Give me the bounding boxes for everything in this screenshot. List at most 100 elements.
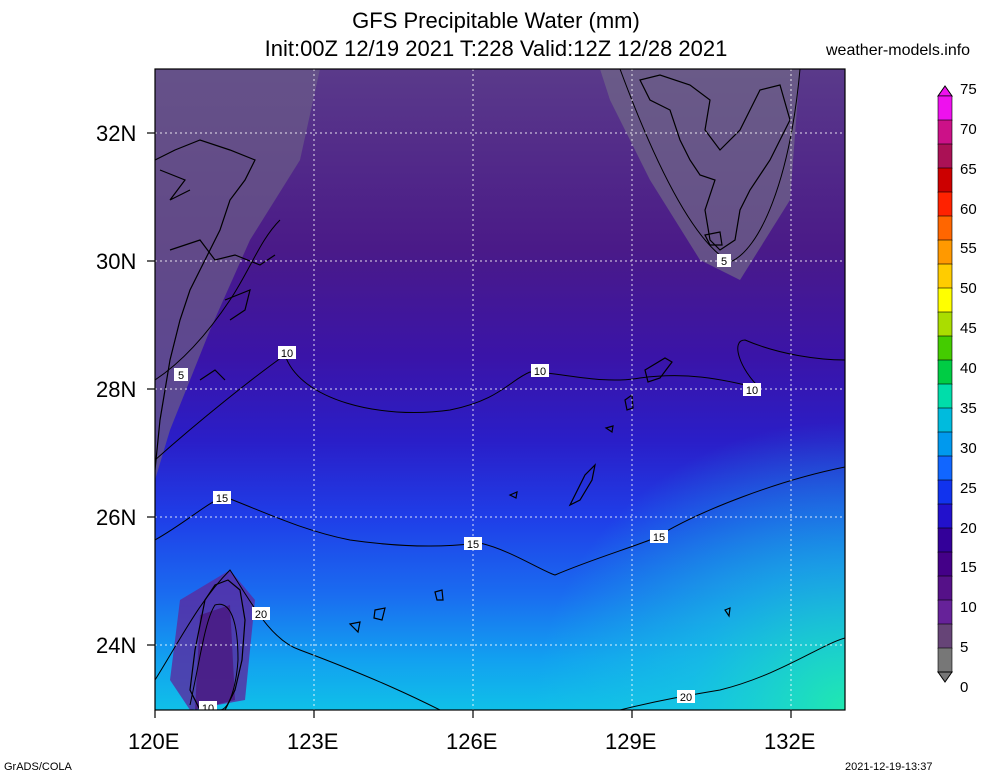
yonaguni-island bbox=[348, 621, 361, 634]
contour-label: 15 bbox=[650, 530, 668, 544]
colorbar-level-label: 65 bbox=[960, 160, 977, 178]
lat-label-24n: 24N bbox=[96, 633, 137, 658]
colorbar-swatch bbox=[937, 239, 953, 265]
coast-detail-2 bbox=[169, 239, 276, 266]
svg-text:5: 5 bbox=[721, 256, 727, 268]
okinawa-island bbox=[568, 463, 596, 507]
contour-label: 5 bbox=[717, 254, 731, 268]
colorbar-swatch bbox=[937, 527, 953, 553]
colorbar-level-label: 55 bbox=[960, 240, 977, 258]
contour-5-west bbox=[155, 219, 281, 381]
colorbar-top-arrow bbox=[937, 85, 953, 97]
yakushima-island bbox=[704, 231, 723, 246]
axis-ticks bbox=[147, 132, 792, 718]
colorbar-swatch bbox=[937, 575, 953, 601]
ishigaki-island bbox=[434, 589, 444, 601]
contour-label: 5 bbox=[174, 368, 188, 382]
colorbar-level-label: 75 bbox=[960, 81, 977, 98]
miyako-island bbox=[373, 607, 386, 621]
tokunoshima-island bbox=[624, 393, 634, 411]
contour-label: 20 bbox=[677, 690, 695, 704]
svg-text:10: 10 bbox=[202, 703, 214, 715]
contour-label: 20 bbox=[252, 607, 270, 621]
lon-label-129e: 129E bbox=[605, 729, 657, 754]
contour-20-west bbox=[155, 569, 441, 710]
lon-label-120e: 120E bbox=[128, 729, 180, 754]
footer-left: GrADS/COLA bbox=[4, 761, 72, 773]
svg-text:10: 10 bbox=[746, 385, 758, 397]
colorbar-swatch bbox=[937, 623, 953, 649]
svg-text:10: 10 bbox=[534, 366, 546, 378]
contour-label: 10 bbox=[278, 346, 296, 360]
colorbar-level-label: 45 bbox=[960, 320, 977, 338]
colorbar-level-label: 30 bbox=[960, 439, 977, 457]
china-coast bbox=[155, 139, 256, 471]
colorbar-swatch bbox=[937, 215, 953, 241]
contour-label: 15 bbox=[464, 537, 482, 551]
colorbar-level-label: 10 bbox=[960, 599, 977, 617]
lat-label-28n: 28N bbox=[96, 377, 137, 402]
taiwan-island bbox=[189, 579, 246, 710]
lat-label-32n: 32N bbox=[96, 121, 137, 146]
svg-text:15: 15 bbox=[216, 493, 228, 505]
svg-text:15: 15 bbox=[653, 532, 665, 544]
lon-label-132e: 132E bbox=[764, 729, 816, 754]
colorbar-swatch bbox=[937, 647, 953, 673]
colorbar-level-label: 25 bbox=[960, 479, 977, 497]
colorbar-swatch bbox=[937, 599, 953, 625]
amami-island bbox=[644, 357, 673, 383]
islet-1 bbox=[604, 425, 614, 434]
daito-island bbox=[724, 607, 731, 618]
colorbar-swatch bbox=[937, 407, 953, 433]
kyushu-island bbox=[639, 74, 791, 251]
colorbar-swatch bbox=[937, 167, 953, 193]
colorbar-swatch bbox=[937, 287, 953, 313]
contour-label: 10 bbox=[743, 383, 761, 397]
contour-label-group: 5 5 10 10 10 15 15 15 20 20 10 bbox=[174, 254, 761, 715]
chart-title: GFS Precipitable Water (mm) bbox=[352, 8, 640, 33]
colorbar-swatch bbox=[937, 335, 953, 361]
coastlines bbox=[155, 74, 791, 710]
contour-label: 10 bbox=[531, 364, 549, 378]
svg-text:10: 10 bbox=[281, 348, 293, 360]
colorbar-bottom-arrow bbox=[937, 671, 953, 683]
coast-detail-1 bbox=[159, 169, 191, 201]
svg-text:20: 20 bbox=[255, 609, 267, 621]
lat-label-30n: 30N bbox=[96, 249, 137, 274]
colorbar-swatch bbox=[937, 503, 953, 529]
colorbar-swatch bbox=[937, 263, 953, 289]
colorbar-swatch bbox=[937, 431, 953, 457]
colorbar-swatch bbox=[937, 311, 953, 337]
contour-label: 15 bbox=[213, 491, 231, 505]
contour-20-east bbox=[619, 637, 845, 710]
colorbar-swatch bbox=[937, 479, 953, 505]
site-label: weather-models.info bbox=[826, 42, 971, 59]
svg-text:5: 5 bbox=[178, 370, 184, 382]
colorbar-level-label: 15 bbox=[960, 559, 977, 577]
colorbar-level-label: 20 bbox=[960, 519, 977, 537]
colorbar-level-label: 60 bbox=[960, 200, 977, 218]
lon-label-126e: 126E bbox=[446, 729, 498, 754]
footer-right: 2021-12-19-13:37 bbox=[845, 761, 933, 773]
colorbar-swatch bbox=[937, 191, 953, 217]
lat-label-26n: 26N bbox=[96, 505, 137, 530]
islet-2 bbox=[508, 491, 518, 499]
colorbar-swatch bbox=[937, 455, 953, 481]
colorbar-swatch bbox=[937, 143, 953, 169]
svg-text:15: 15 bbox=[467, 539, 479, 551]
svg-text:20: 20 bbox=[680, 692, 692, 704]
colorbar-level-label: 70 bbox=[960, 120, 977, 138]
colorbar-swatch bbox=[937, 95, 953, 121]
colorbar-swatch bbox=[937, 359, 953, 385]
lon-label-123e: 123E bbox=[287, 729, 339, 754]
colorbar bbox=[937, 85, 953, 683]
chart-subtitle: Init:00Z 12/19 2021 T:228 Valid:12Z 12/2… bbox=[264, 36, 728, 61]
colorbar-level-label: 35 bbox=[960, 399, 977, 417]
contour-10-taiwan bbox=[189, 603, 239, 710]
coast-detail-3 bbox=[224, 289, 251, 321]
coast-detail-4 bbox=[199, 369, 226, 381]
colorbar-level-label: 50 bbox=[960, 280, 977, 298]
colorbar-swatch bbox=[937, 551, 953, 577]
colorbar-swatch bbox=[937, 383, 953, 409]
